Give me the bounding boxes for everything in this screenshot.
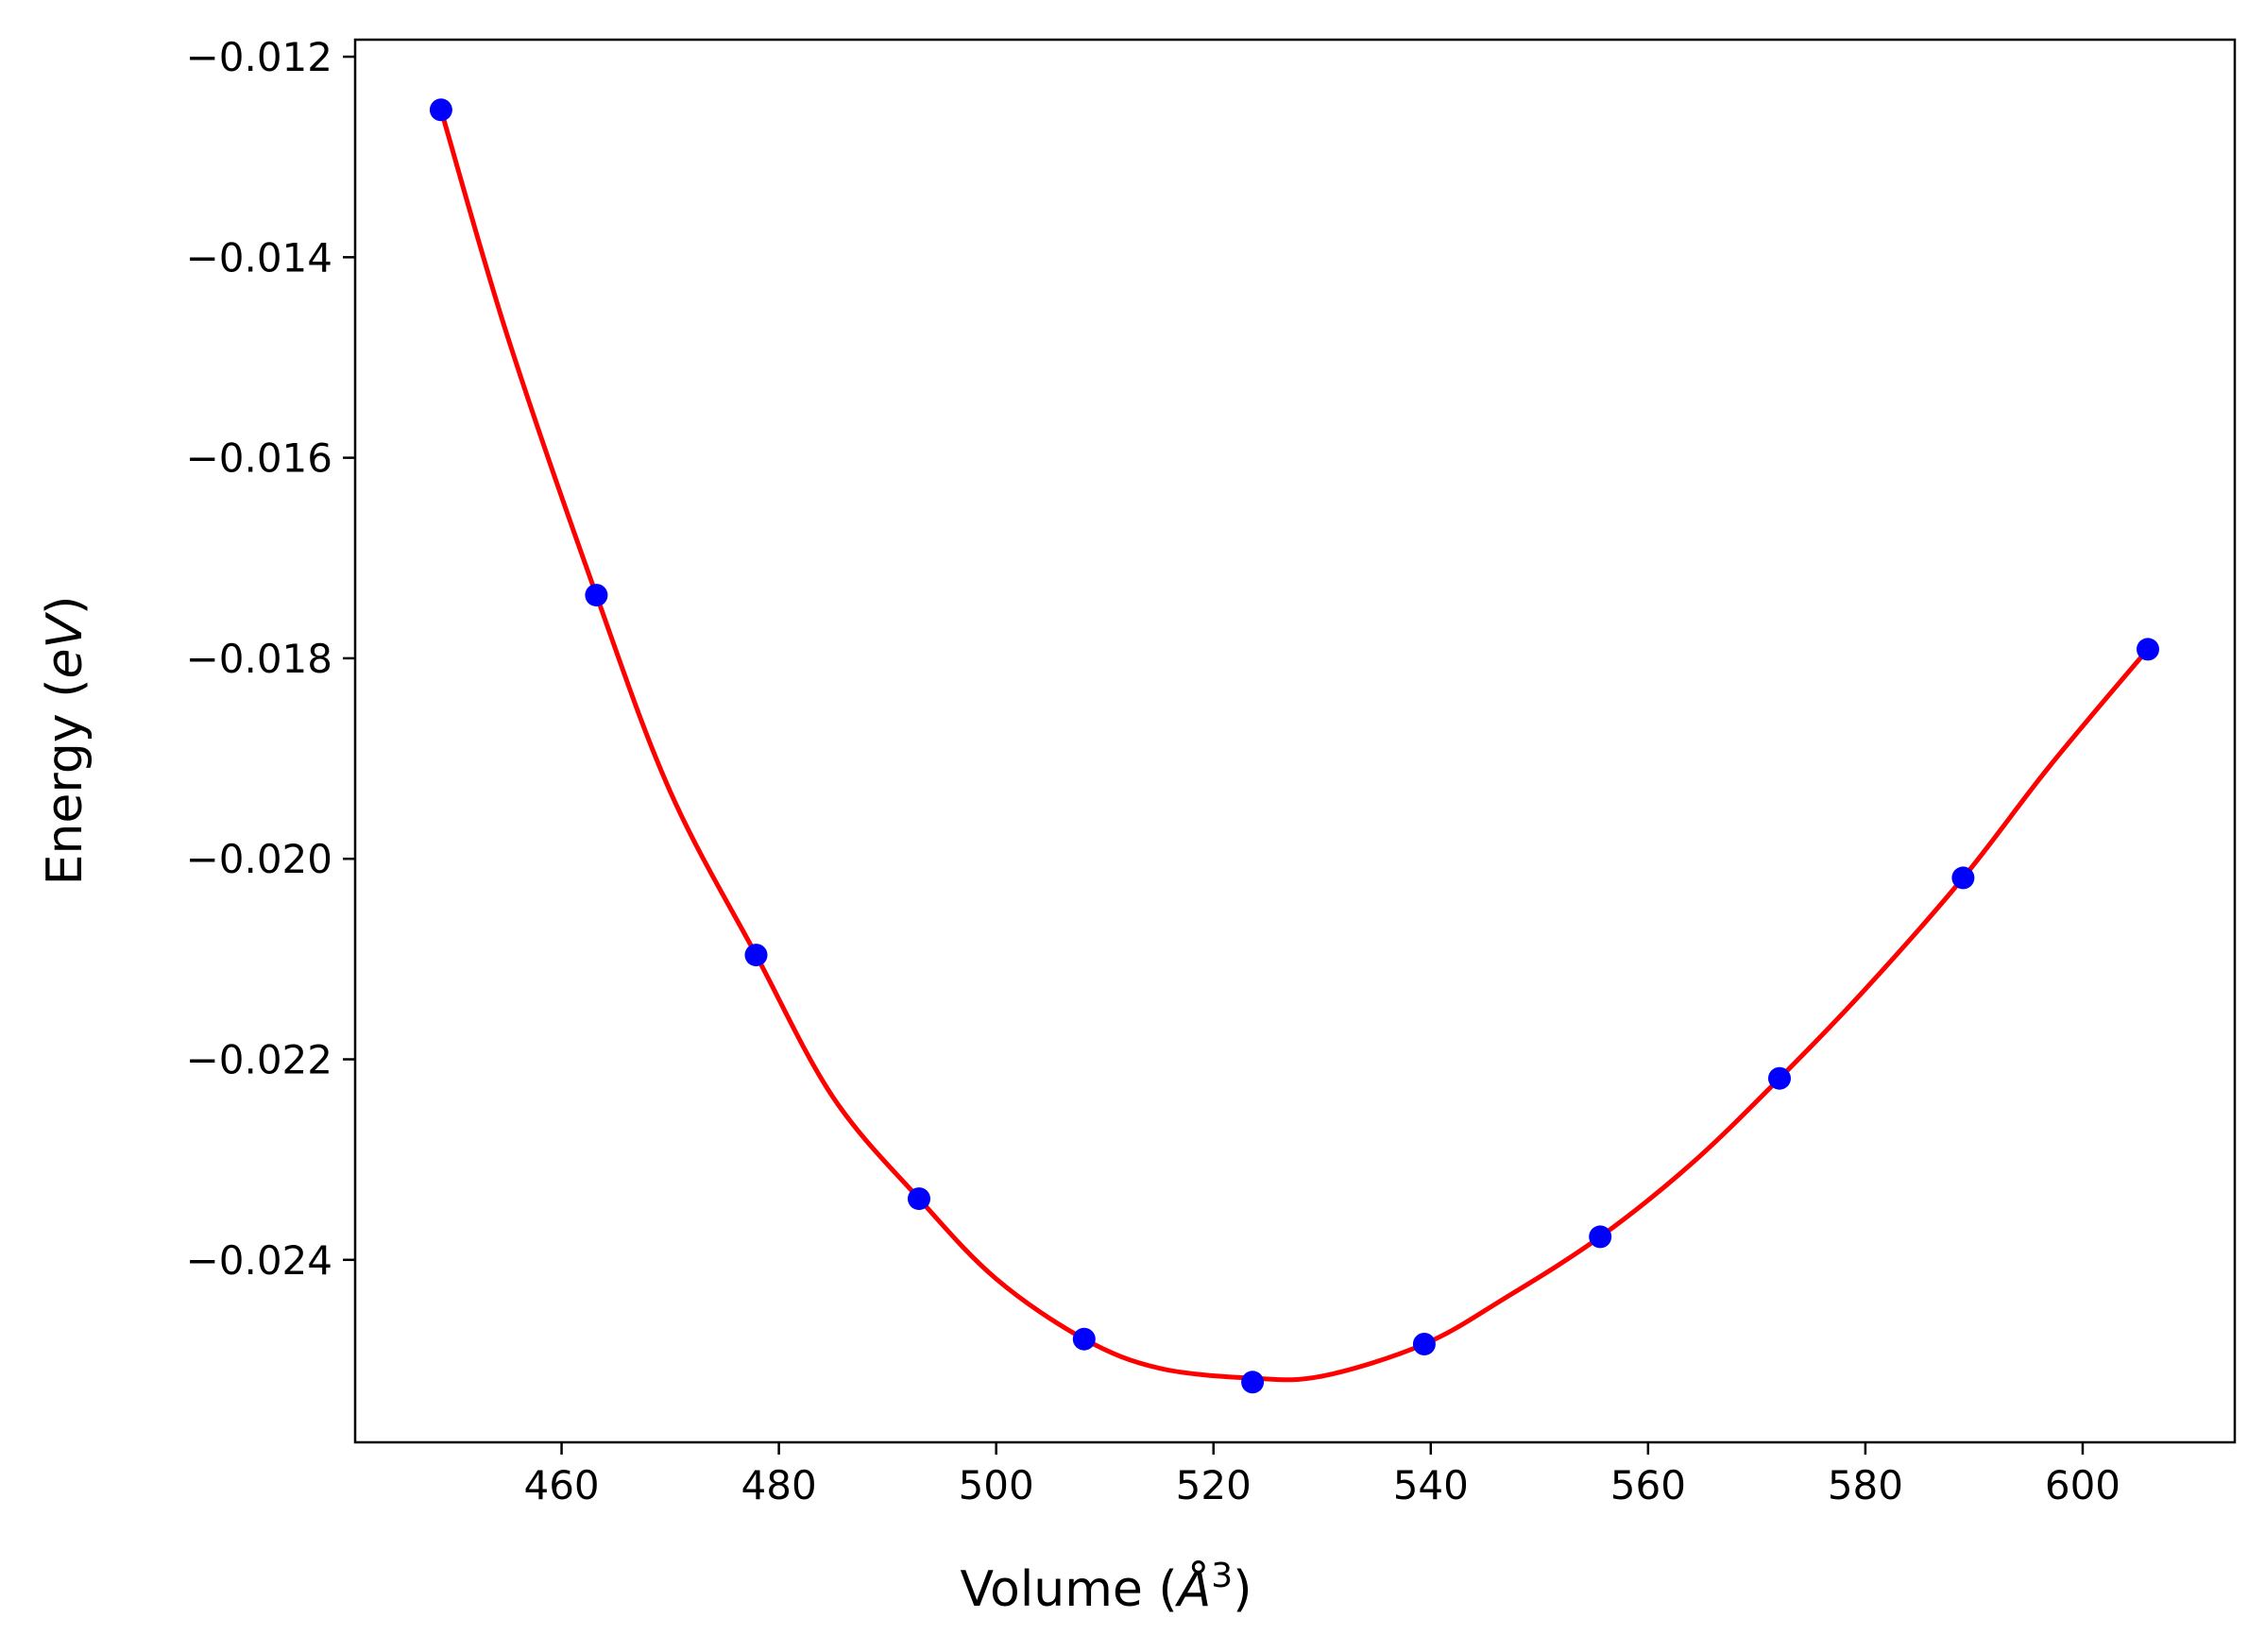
y-axis-label-unit: eV — [37, 612, 94, 679]
data-point — [1241, 1371, 1265, 1394]
y-axis-ticks: −0.012 −0.014 −0.016 −0.018 −0.020 −0.022 −0.0… — [186, 34, 355, 1284]
data-point — [585, 584, 608, 607]
x-tick-label: 500 — [959, 1462, 1034, 1508]
x-tick-label: 460 — [523, 1462, 599, 1508]
data-point — [429, 98, 452, 122]
x-axis-label-close: ) — [1233, 1561, 1252, 1618]
x-axis-ticks: 460 480 500 520 540 560 580 600 — [523, 1442, 2120, 1508]
data-point — [1951, 866, 1975, 890]
x-tick-label: 520 — [1176, 1462, 1252, 1508]
y-tick-label: −0.014 — [186, 234, 332, 281]
y-tick-label: −0.020 — [186, 836, 332, 882]
x-tick-label: 540 — [1393, 1462, 1469, 1508]
y-axis-label: Energy (eV) — [37, 596, 94, 886]
x-tick-label: 580 — [1828, 1462, 1903, 1508]
x-tick-label: 600 — [2045, 1462, 2120, 1508]
y-axis-label-close: ) — [37, 596, 94, 615]
data-point — [908, 1187, 930, 1211]
fit-curve-layer — [438, 107, 2151, 1383]
y-tick-label: −0.016 — [186, 435, 332, 482]
data-point — [1589, 1225, 1612, 1249]
data-point — [1768, 1066, 1791, 1090]
x-axis-label-exponent: 3 — [1211, 1557, 1233, 1595]
fit-curve-line — [438, 107, 2151, 1383]
y-axis-label-text: Energy ( — [37, 679, 94, 886]
data-point — [1412, 1333, 1436, 1355]
data-point — [1072, 1327, 1096, 1351]
x-axis-label-unit: Å — [1175, 1559, 1212, 1618]
y-tick-label: −0.024 — [186, 1237, 332, 1284]
x-axis-label: Volume (Å3) — [961, 1557, 1252, 1618]
data-point — [2137, 638, 2159, 661]
x-tick-label: 480 — [741, 1462, 817, 1508]
x-tick-label: 560 — [1610, 1462, 1686, 1508]
y-tick-label: −0.022 — [186, 1037, 332, 1083]
data-point — [744, 944, 768, 967]
x-axis-label-text: Volume ( — [961, 1561, 1178, 1618]
plot-frame — [353, 38, 2237, 1444]
y-tick-label: −0.012 — [186, 34, 332, 80]
data-points-layer — [429, 98, 2159, 1394]
y-tick-label: −0.018 — [186, 636, 332, 682]
